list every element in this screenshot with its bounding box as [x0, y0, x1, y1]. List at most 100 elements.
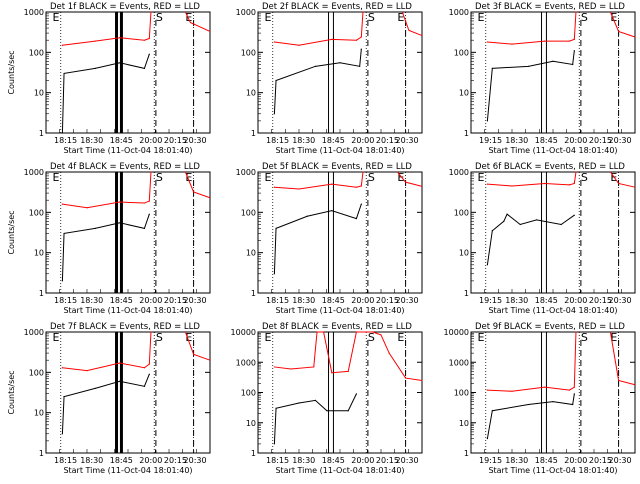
- data-point: [552, 401, 554, 403]
- data-point: [273, 273, 275, 275]
- event-marker-S: S: [156, 11, 163, 24]
- data-point: [491, 410, 493, 412]
- series-events-line: [273, 393, 357, 444]
- data-point: [511, 390, 513, 392]
- data-point: [544, 40, 546, 42]
- data-point: [506, 213, 508, 215]
- x-axis-label: Start Time (11-Oct-04 18:01:40): [488, 306, 617, 315]
- plot-frame: [257, 171, 423, 294]
- data-point: [362, 11, 364, 13]
- panel-title: Det 6f BLACK = Events, RED = LLD: [475, 162, 625, 172]
- data-point: [119, 362, 121, 364]
- data-point: [573, 386, 575, 388]
- y-tick-label: 10: [246, 89, 256, 98]
- data-point: [63, 396, 65, 398]
- x-tick-label: 20:30: [396, 296, 419, 305]
- y-tick-label: 100: [454, 48, 469, 57]
- data-point: [331, 183, 333, 185]
- x-tick-label: 20:15: [376, 456, 399, 465]
- y-tick-label: 1: [464, 129, 469, 138]
- y-tick-label: 100: [241, 389, 256, 398]
- data-point: [511, 43, 513, 45]
- y-tick-label: 100: [29, 208, 44, 217]
- data-point: [143, 385, 145, 387]
- x-tick-label: 20:15: [376, 296, 399, 305]
- data-point: [313, 366, 315, 368]
- data-point: [290, 368, 292, 370]
- x-axis-label: Start Time (11-Oct-04 18:01:40): [275, 306, 404, 315]
- data-point: [572, 403, 574, 406]
- series-events-line: [486, 213, 575, 265]
- data-point: [573, 50, 575, 52]
- x-tick-label: 20:00: [139, 136, 162, 145]
- event-marker-S: S: [581, 331, 588, 344]
- data-point: [275, 79, 277, 82]
- x-axis-label: Start Time (11-Oct-04 18:01:40): [275, 146, 404, 155]
- data-point: [148, 213, 150, 215]
- event-marker-S: S: [368, 331, 375, 344]
- x-tick-label: 20:15: [589, 456, 612, 465]
- x-tick-label: 18:45: [110, 296, 133, 305]
- panel-det-6: Det 6f BLACK = Events, RED = LLD 1 10 100 10…: [449, 162, 636, 315]
- panel-det-7: Det 7f BLACK = Events, RED = LLD 1 10 100 10…: [7, 322, 211, 475]
- panel-title: Det 2f BLACK = Events, RED = LLD: [262, 2, 412, 12]
- data-point: [119, 62, 121, 64]
- plot-frame: [470, 331, 636, 454]
- data-point: [388, 352, 390, 354]
- plot-frame: [470, 171, 636, 294]
- data-point: [347, 370, 349, 372]
- y-axis-label: Counts/sec: [7, 50, 16, 94]
- x-axis-label: Start Time (11-Oct-04 18:01:40): [275, 466, 404, 475]
- data-point: [63, 72, 65, 75]
- data-point: [380, 334, 382, 336]
- y-tick-label: 10000: [231, 328, 256, 337]
- event-marker-S: S: [368, 11, 375, 24]
- data-point: [355, 39, 357, 41]
- x-tick-label: 18:45: [535, 136, 558, 145]
- panel-det-9: Det 9f BLACK = Events, RED = LLD 1 10 100 10…: [444, 322, 636, 475]
- x-tick-label: 18:30: [505, 456, 528, 465]
- data-point: [360, 36, 362, 38]
- data-point: [143, 67, 145, 69]
- event-marker-E: E: [397, 11, 404, 24]
- series-events-line: [486, 393, 575, 439]
- series-events-line: [273, 203, 362, 274]
- x-axis-label: Start Time (11-Oct-04 18:01:40): [63, 306, 192, 315]
- data-point: [143, 227, 145, 229]
- series-lld-line: [487, 331, 577, 392]
- data-point: [527, 403, 530, 406]
- x-tick-label: 18:30: [505, 136, 528, 145]
- event-marker-S: S: [156, 171, 163, 184]
- data-point: [150, 331, 152, 333]
- data-point: [273, 41, 275, 43]
- data-point: [511, 185, 513, 187]
- data-point: [94, 227, 96, 229]
- series-lld-line: [487, 11, 577, 45]
- event-marker-E: E: [185, 171, 192, 184]
- x-tick-label: 18:30: [292, 296, 315, 305]
- data-point: [339, 62, 341, 64]
- data-point: [148, 53, 150, 55]
- data-point: [491, 67, 493, 69]
- data-point: [360, 203, 362, 205]
- series-lld-segment: [184, 331, 211, 361]
- x-tick-label: 18:45: [322, 456, 345, 465]
- x-tick-label: 18:15: [266, 136, 289, 145]
- series-lld-line: [62, 331, 152, 372]
- data-point: [355, 217, 357, 220]
- x-tick-label: 20:30: [609, 456, 632, 465]
- data-point: [275, 407, 277, 409]
- data-point: [568, 389, 571, 391]
- x-tick-label: 20:00: [564, 136, 587, 145]
- x-axis-label: Start Time (11-Oct-04 18:01:40): [488, 466, 617, 475]
- event-marker-S: S: [581, 11, 588, 24]
- x-tick-label: 20:15: [376, 136, 399, 145]
- data-point: [314, 399, 316, 401]
- y-tick-label: 100: [241, 48, 256, 57]
- data-point: [572, 63, 574, 66]
- series-events-line: [61, 373, 150, 434]
- x-tick-label: 18:45: [535, 296, 558, 305]
- data-point: [148, 363, 150, 365]
- y-tick-label: 1: [39, 289, 44, 298]
